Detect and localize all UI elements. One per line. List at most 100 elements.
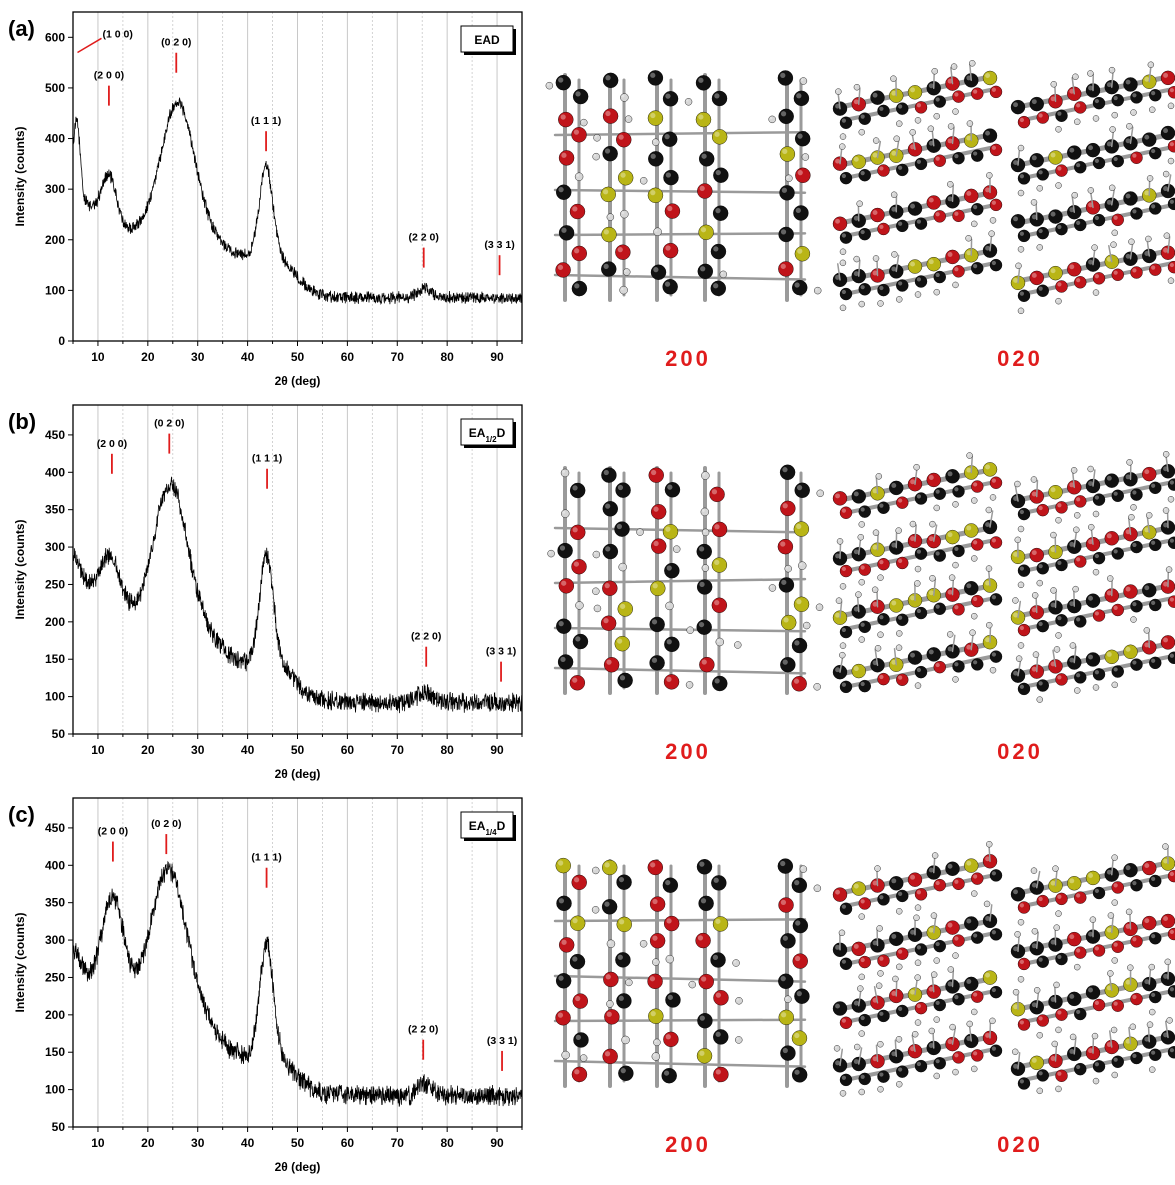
atom (649, 933, 666, 949)
atom (778, 1009, 794, 1026)
atom (555, 1010, 571, 1026)
atom (947, 966, 955, 973)
atom (600, 186, 616, 203)
peak-annotation: (1 1 1) (251, 115, 281, 152)
y-tick-label: 350 (45, 896, 65, 910)
atom (966, 1020, 973, 1028)
atom (1017, 289, 1031, 302)
atom (701, 564, 710, 572)
atom (1145, 235, 1152, 243)
atom (570, 524, 586, 541)
atom (877, 574, 884, 581)
peak-label: (0 2 0) (161, 37, 191, 49)
atom (1017, 642, 1025, 649)
atom (1014, 931, 1021, 938)
atom (877, 672, 890, 686)
atom (1055, 182, 1062, 189)
atom (896, 556, 909, 570)
atom (914, 291, 922, 298)
atom (1010, 887, 1026, 902)
atom (969, 629, 976, 636)
atom (971, 149, 984, 162)
atom (952, 1051, 965, 1064)
bond (553, 273, 807, 281)
bond (876, 868, 879, 887)
atom (838, 929, 846, 937)
atom (1092, 568, 1100, 576)
atom (1092, 115, 1100, 122)
atom (1036, 226, 1049, 240)
atom (1111, 957, 1118, 964)
atom (930, 912, 938, 919)
atom (1017, 172, 1031, 185)
atom (1055, 280, 1068, 293)
atom (839, 143, 846, 150)
atom (1036, 955, 1049, 968)
atom (1050, 81, 1057, 88)
bond (1147, 1024, 1150, 1043)
atom (952, 265, 965, 278)
atom (698, 224, 714, 241)
bond (1092, 469, 1096, 487)
atom (1167, 869, 1175, 883)
atom (785, 174, 793, 182)
atom (1014, 480, 1021, 488)
atom (1074, 1062, 1087, 1076)
atom (896, 1065, 909, 1078)
atom (1111, 881, 1124, 894)
y-tick-label: 100 (45, 690, 65, 704)
atom (1167, 536, 1175, 549)
atom (1015, 262, 1022, 270)
atom (1074, 946, 1087, 959)
bond (1017, 148, 1021, 166)
atom (892, 975, 899, 983)
atom (573, 1032, 589, 1048)
atom (711, 557, 728, 573)
atom (858, 897, 871, 910)
atom (1162, 451, 1170, 458)
atom (794, 246, 811, 262)
bond (858, 87, 861, 105)
atom (556, 895, 572, 912)
peak-label: (1 1 1) (251, 115, 281, 127)
atom (945, 469, 960, 484)
atom (1130, 488, 1143, 501)
atom (649, 616, 665, 633)
atom (601, 261, 617, 277)
atom (592, 550, 601, 559)
atom (591, 906, 600, 914)
atom (1017, 1018, 1031, 1031)
atom (1104, 473, 1119, 488)
atom (625, 978, 633, 987)
atom (1074, 891, 1087, 904)
atom (1017, 507, 1031, 521)
atom (1142, 583, 1157, 598)
atom (1048, 209, 1063, 224)
x-tick-label: 10 (91, 350, 105, 364)
atom (1012, 597, 1019, 604)
atom (778, 108, 794, 125)
y-tick-label: 250 (45, 577, 65, 591)
atom (558, 578, 575, 594)
atom (778, 261, 794, 277)
atom (778, 226, 794, 243)
atom (618, 1065, 634, 1081)
atom (891, 251, 898, 258)
atom (1055, 952, 1068, 966)
atom (988, 230, 995, 237)
atom (952, 934, 965, 947)
atom (858, 112, 871, 125)
atom (651, 1052, 661, 1061)
bond (970, 632, 974, 651)
atom (647, 973, 663, 990)
atom (1111, 1055, 1124, 1068)
atom (650, 580, 666, 597)
atom (1149, 1066, 1156, 1073)
atom (778, 897, 794, 913)
atom (712, 675, 728, 692)
atom (1055, 1026, 1062, 1034)
atom (734, 641, 742, 649)
atom (1070, 467, 1078, 474)
atom (989, 650, 1003, 663)
atom (933, 1057, 946, 1070)
